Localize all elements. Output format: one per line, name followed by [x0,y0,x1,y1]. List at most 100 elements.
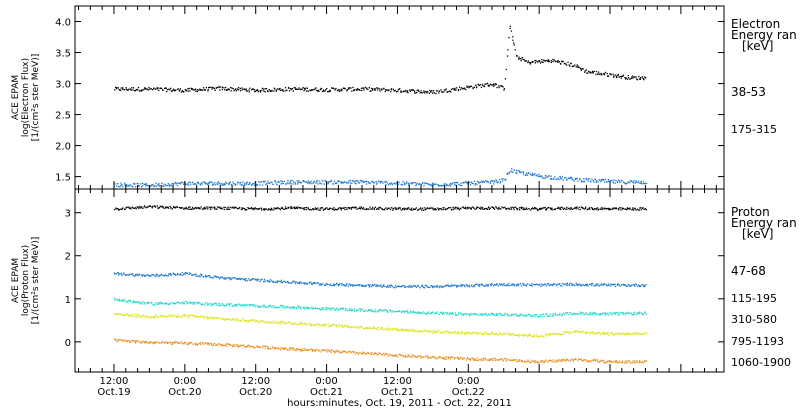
data-point [588,314,590,316]
data-point [251,279,253,281]
data-point [241,277,243,280]
data-point [419,355,422,357]
data-point [306,307,308,310]
data-point [372,206,374,209]
data-point [565,179,568,181]
data-point [335,307,338,309]
data-point [450,183,452,185]
data-point [144,275,146,278]
data-point [588,178,590,180]
data-point [320,284,322,286]
data-point [622,208,625,210]
data-point [592,360,595,362]
data-point [267,209,269,211]
data-point [186,272,189,274]
data-point [486,180,488,183]
data-point [455,314,457,316]
data-point [406,208,408,211]
data-point [464,286,466,288]
data-point [355,180,357,182]
data-point [229,277,231,279]
data-point [386,208,388,211]
data-point [408,285,410,287]
data-point [503,284,505,286]
data-point [603,333,605,335]
data-point [485,83,487,85]
data-point [297,182,299,184]
data-point [528,333,530,335]
data-point [505,359,508,361]
data-point [260,279,262,281]
data-point [126,301,128,303]
data-point [414,330,416,332]
data-point [202,303,205,305]
data-point [439,356,441,358]
data-point [168,315,170,317]
data-point [164,206,167,208]
data-point [437,184,439,186]
data-point [383,284,385,286]
data-point [218,206,220,209]
data-point [613,284,615,286]
data-point [248,278,250,280]
data-point [196,344,198,346]
data-point [415,92,417,94]
data-point [195,344,197,346]
data-point [306,87,308,89]
data-point [299,348,301,351]
data-point [326,309,328,311]
data-point [359,207,361,209]
data-point [173,88,175,90]
data-point [376,285,379,287]
data-point [425,284,427,286]
data-point [269,305,271,307]
data-point [590,314,592,316]
data-point [374,311,376,313]
data-point [466,332,469,334]
data-point [396,327,398,329]
data-point [201,342,203,344]
data-point [270,208,272,210]
data-point [618,209,620,211]
data-point [171,182,173,185]
data-point [625,78,627,80]
data-point [231,184,233,186]
data-point [294,182,296,184]
data-point [184,273,186,275]
data-point [229,206,231,208]
data-point [550,284,552,286]
data-point [629,78,631,80]
data-point [445,185,448,187]
data-point [413,208,415,211]
data-point [447,331,449,333]
data-point [469,181,471,183]
data-point [512,39,514,41]
data-point [523,284,525,286]
data-point [447,285,449,287]
data-point [139,301,141,303]
data-point [434,209,436,211]
data-point [216,206,219,208]
data-point [191,208,193,210]
data-point [503,314,506,316]
data-point [557,60,559,62]
data-point [629,208,631,210]
data-point [183,183,185,185]
data-point [414,92,416,94]
data-point [196,90,198,93]
data-point [178,182,180,184]
data-point [471,182,473,184]
data-point [127,89,129,91]
data-point [601,359,603,361]
data-point [576,177,578,180]
data-point [454,331,457,333]
data-point [129,314,131,317]
data-point [566,358,569,361]
data-point [396,182,398,184]
data-point [222,277,224,279]
data-point [428,286,430,289]
data-point [285,305,287,308]
data-point [411,329,413,331]
data-point [292,306,295,308]
data-point [309,281,311,283]
